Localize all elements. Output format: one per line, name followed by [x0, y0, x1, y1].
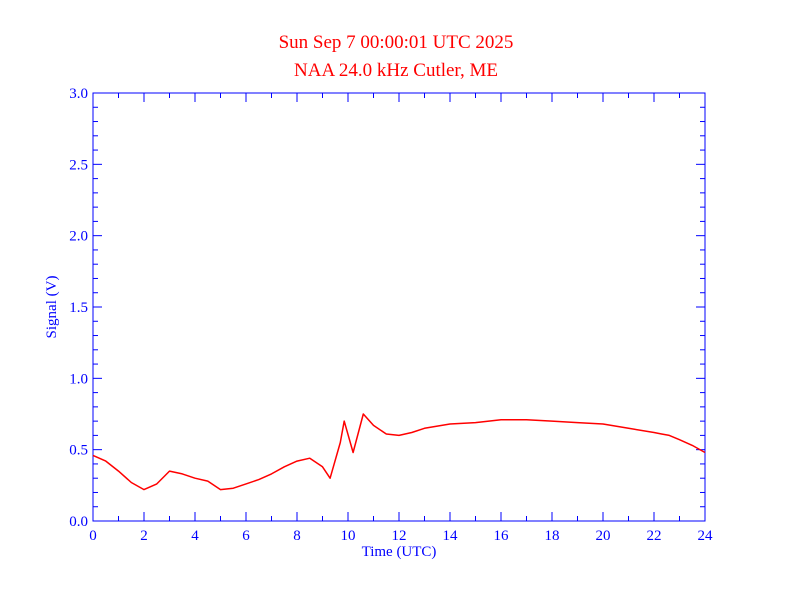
y-tick-label: 2.5 — [69, 157, 88, 173]
x-axis-label: Time (UTC) — [362, 544, 437, 560]
y-tick-label: 0.0 — [69, 514, 88, 530]
y-tick-label: 1.5 — [69, 300, 88, 316]
x-tick-label: 22 — [647, 528, 662, 544]
x-tick-label: 20 — [596, 528, 611, 544]
y-tick-label: 1.0 — [69, 371, 88, 387]
y-tick-label: 0.5 — [69, 443, 88, 459]
chart-subtitle: NAA 24.0 kHz Cutler, ME — [294, 60, 498, 81]
x-tick-label: 24 — [698, 528, 714, 544]
x-tick-label: 16 — [494, 528, 510, 544]
x-tick-label: 2 — [140, 528, 148, 544]
y-tick-label: 3.0 — [69, 86, 88, 102]
chart-title: Sun Sep 7 00:00:01 UTC 2025 — [278, 32, 514, 53]
x-tick-label: 14 — [443, 528, 459, 544]
x-tick-label: 10 — [341, 528, 356, 544]
y-tick-label: 2.0 — [69, 229, 88, 245]
series-line — [92, 413, 706, 491]
x-tick-label: 8 — [293, 528, 301, 544]
x-tick-label: 12 — [392, 528, 407, 544]
x-tick-label: 4 — [191, 528, 199, 544]
y-axis-label: Signal (V) — [44, 276, 60, 339]
x-tick-label: 0 — [89, 528, 97, 544]
x-tick-label: 18 — [545, 528, 560, 544]
plot-frame — [92, 92, 706, 522]
x-tick-label: 6 — [242, 528, 250, 544]
